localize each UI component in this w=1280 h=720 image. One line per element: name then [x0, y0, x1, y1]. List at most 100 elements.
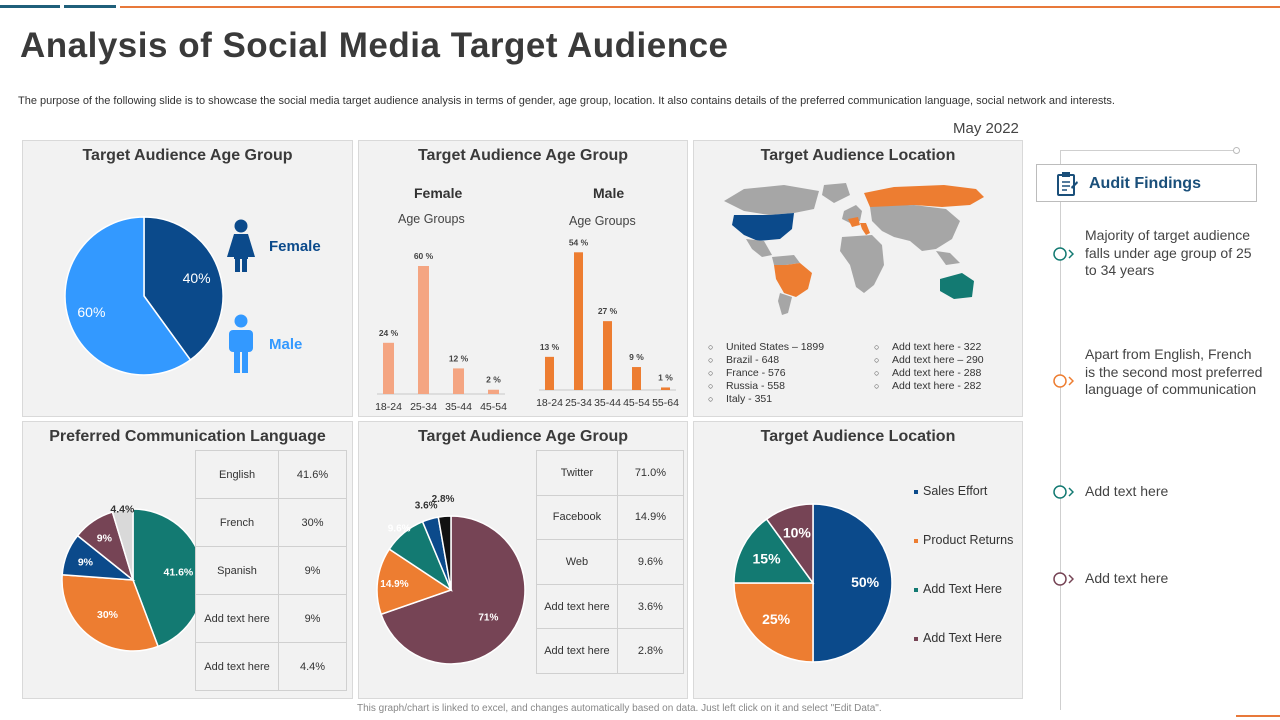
legend-swatch [914, 538, 918, 543]
location-item: United States – 1899 [708, 341, 824, 354]
finding-2: Apart from English, French is the second… [1085, 346, 1263, 397]
pie-label-1: 50% [851, 574, 880, 590]
table-row: Add text here 9% [194, 594, 347, 643]
map-greenland [822, 183, 850, 203]
location-item: Italy - 351 [708, 393, 824, 406]
map-france [848, 217, 860, 227]
network-table[interactable]: Twitter 71.0% Facebook 14.9% Web 9.6% Add text… [536, 450, 685, 674]
bar-45-54[interactable] [488, 389, 499, 394]
age-bar-charts[interactable]: 24 % 18-24 60 % 25-34 12 % 35-44 2 % 45-54 13 %… [359, 141, 689, 418]
map-africa [840, 235, 884, 293]
table-cell-value: 3.6% [616, 583, 685, 630]
table-row: Add text here 2.8% [536, 628, 685, 674]
map-south-america-north [772, 255, 800, 265]
bar-value-label: 2 % [486, 375, 501, 385]
female-icon [227, 219, 255, 272]
bar-category-label: 18-24 [536, 397, 563, 409]
panel-location-title[interactable]: Target Audience Location [760, 147, 956, 164]
location-item: Add text here - 288 [874, 367, 984, 380]
bar-category-label: 45-54 [480, 401, 507, 413]
report-date: May 2022 [953, 120, 1019, 137]
panel-age-groups: Target Audience Age Group Female Male Ag… [358, 140, 688, 417]
bar-category-label: 45-54 [623, 397, 650, 409]
legend-label: Product Returns [923, 533, 1014, 547]
table-row: French 30% [194, 498, 347, 547]
table-row: English 41.6% [194, 450, 347, 499]
table-cell-value: 14.9% [616, 494, 685, 541]
table-cell-label: Spanish [194, 546, 280, 595]
panel-network-title[interactable]: Target Audience Age Group [417, 428, 629, 445]
pie-slice-2[interactable] [61, 573, 160, 652]
panel-gender-title[interactable]: Target Audience Age Group [82, 147, 293, 164]
pie-slice-1[interactable] [812, 503, 893, 663]
pie-label-4: 10% [783, 524, 812, 540]
pie-slice-5[interactable] [111, 508, 134, 581]
legend-item: Sales Effort [914, 484, 987, 498]
bar-value-label: 9 % [629, 352, 644, 362]
location-item: Add text here - 322 [874, 341, 984, 354]
pie-label-5: 4.4% [110, 503, 135, 515]
pie-slice-5[interactable] [437, 515, 452, 591]
finding-1: Majority of target audience falls under … [1085, 227, 1252, 278]
table-cell-label: Add text here [536, 628, 618, 674]
bar-55-64[interactable] [661, 387, 670, 390]
table-cell-label: Add text here [194, 642, 280, 691]
bar-45-54[interactable] [632, 367, 641, 390]
panel-location-map: Target Audience Location United States –… [693, 140, 1023, 417]
legend-swatch [914, 587, 918, 592]
footer-accent-bar [1236, 715, 1280, 717]
panel-language-title[interactable]: Preferred Communication Language [49, 428, 326, 445]
language-table[interactable]: English 41.6% French 30% Spanish 9% Add text h… [194, 450, 347, 691]
table-row: Web 9.6% [536, 539, 685, 585]
pie-slice-1[interactable] [143, 216, 224, 361]
bar-35-44[interactable] [453, 368, 464, 394]
map-italy [860, 223, 870, 235]
pie-label-3: 15% [753, 550, 782, 566]
pie-label-4: 9% [97, 533, 113, 545]
bar-35-44[interactable] [603, 321, 612, 390]
finding-marker-3-icon [1053, 485, 1074, 499]
audit-top-line [1060, 150, 1235, 151]
finding-3: Add text here [1085, 483, 1169, 499]
table-cell-label: Add text here [536, 583, 618, 630]
pie-slice-2[interactable] [733, 582, 814, 663]
page-title: Analysis of Social Media Target Audience [20, 26, 729, 65]
bar-value-label: 13 % [540, 342, 560, 352]
language-pie-chart[interactable]: 41.6%30%9%9%4.4% [23, 422, 354, 700]
bar-25-34[interactable] [574, 252, 583, 390]
bar-value-label: 12 % [449, 353, 469, 363]
pie-slice-2[interactable] [64, 216, 192, 376]
bar-25-34[interactable] [418, 266, 429, 394]
map-mexico [746, 239, 772, 257]
top-accent-bar-1 [0, 5, 60, 8]
location-pie-chart[interactable]: 50% 25% 15%10% [694, 422, 1024, 700]
pie-label-1: 41.6% [164, 567, 194, 579]
table-cell-value: 9% [278, 546, 347, 595]
audit-header: Audit Findings [1036, 164, 1257, 202]
panel-age-title[interactable]: Target Audience Age Group [417, 147, 629, 164]
location-list-left: United States – 1899Brazil - 648France -… [708, 341, 824, 406]
pie-label-5: 2.8% [432, 494, 455, 505]
location-item: Add text here - 282 [874, 380, 984, 393]
network-pie-chart[interactable]: 71%14.9%9.6%3.6%2.8% [359, 422, 689, 700]
location-item: Add text here – 290 [874, 354, 984, 367]
top-accent-line [120, 6, 1280, 8]
bar-18-24[interactable] [545, 356, 554, 390]
panel-gender: Target Audience Age Group 40% 60% Female … [22, 140, 353, 417]
table-cell-value: 9% [278, 594, 347, 643]
pie-slice-1[interactable] [380, 515, 526, 665]
bar-18-24[interactable] [383, 342, 394, 394]
male-icon [229, 314, 253, 373]
map-brazil [774, 263, 812, 297]
bar-category-label: 25-34 [565, 397, 592, 409]
table-row: Add text here 3.6% [536, 583, 685, 630]
pie-slice-3[interactable] [733, 518, 815, 584]
gender-pie-chart[interactable]: 40% 60% [23, 141, 354, 418]
panel-location2-title[interactable]: Target Audience Location [760, 428, 956, 445]
pie-slice-2[interactable] [376, 548, 453, 616]
female-bar-subtitle: Age Groups [398, 212, 465, 226]
table-row: Spanish 9% [194, 546, 347, 595]
legend-female: Female [269, 238, 321, 255]
pie-slice-4[interactable] [765, 503, 814, 586]
world-map[interactable] [714, 181, 1009, 316]
